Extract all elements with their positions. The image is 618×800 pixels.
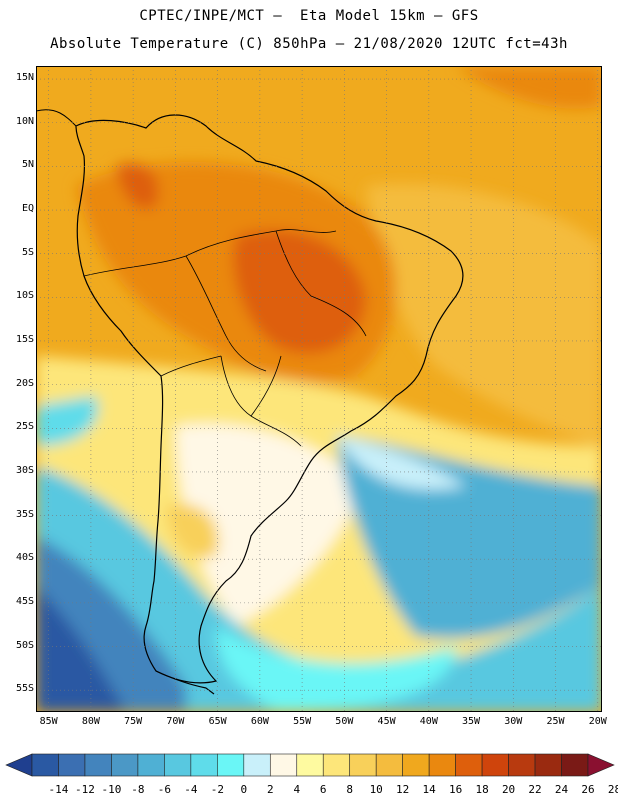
cool-atlantic-band [336,436,466,490]
colorbar-segment [58,753,86,777]
warm-pocket-patagonia [166,504,219,558]
longitude-label: 45W [377,716,396,727]
colorbar-segment [349,753,377,777]
colorbar-label: -2 [210,783,224,796]
tierra-del-fuego-outline [155,670,215,695]
longitude-label: 75W [124,716,143,727]
longitude-label: 35W [462,716,481,727]
central-america-outline [36,109,77,127]
south-america-coastline [75,114,464,684]
colorbar-segment [217,753,245,777]
colorbar-label: -14 [48,783,69,796]
longitude-label: 65W [208,716,227,727]
colorbar-segment [296,753,324,777]
cold-atlantic-region [336,436,602,639]
colorbar-label: 8 [346,783,354,796]
colorbar-label: 28 [607,783,618,796]
latitude-label: 5N [21,159,34,171]
latitude-label: 30S [15,464,34,476]
cool-southern-band [216,626,456,712]
latitude-label: 45S [15,595,34,607]
colorbar-label: 4 [293,783,301,796]
temperature-field [36,66,602,712]
colorbar-segment [111,753,139,777]
colorbar-segment [508,753,536,777]
colorbar-label: 26 [581,783,595,796]
cool-continental-region [176,424,366,626]
colorbar-label: 14 [422,783,436,796]
colorbar-segment [534,753,562,777]
colorbar-label: 20 [501,783,516,796]
latitude-label: 10S [15,290,34,302]
latitude-label: 25S [15,421,34,433]
colorbar-label: 22 [528,783,542,796]
longitude-label: 80W [81,716,100,727]
longitude-label: 30W [504,716,523,727]
longitude-label: 85W [39,716,58,727]
colorbar-segment [137,753,165,777]
colorbar-label: 18 [475,783,489,796]
longitude-label: 25W [546,716,565,727]
longitude-label: 40W [419,716,438,727]
coldest-pacific-region [36,586,126,712]
latitude-label: 10N [15,115,34,127]
colorbar-segment [481,753,509,777]
colorbar-segment [455,753,483,777]
longitude-label: 60W [250,716,269,727]
colorbar-label: 10 [369,783,383,796]
longitude-label: 55W [293,716,312,727]
colorbar-label: -10 [101,783,122,796]
longitude-label: 20W [588,716,607,727]
hot-core-region [233,229,366,354]
longitude-label: 50W [335,716,354,727]
colorbar-segment [31,753,59,777]
hot-spot-north [116,163,159,209]
latitude-label: 15S [15,333,34,345]
colorbar [5,753,615,777]
colorbar-segment [164,753,192,777]
title-line-2: Absolute Temperature (C) 850hPa – 21/08/… [50,36,568,52]
colorbar-label: -8 [131,783,145,796]
colorbar-segment [243,753,271,777]
latitude-label: 50S [15,639,34,651]
country-borders [83,229,367,447]
colorbar-label: 6 [319,783,327,796]
colorbar-label: 16 [448,783,463,796]
latitude-label: 20S [15,377,34,389]
title-line-1: CPTEC/INPE/MCT – Eta Model 15km – GFS [139,8,479,24]
longitude-label: 70W [166,716,185,727]
cold-pacific-spot [36,396,98,446]
colorbar-segment [561,753,589,777]
colorbar-segment [428,753,456,777]
colorbar-segment [322,753,351,777]
temperature-map [36,66,602,712]
latitude-label: 55S [15,683,34,695]
colorbar-label: 2 [266,783,274,796]
colorbar-label: -12 [75,783,95,796]
colorbar-segment [84,753,112,777]
latitude-label: 35S [15,508,34,520]
colorbar-segment [190,753,218,777]
map-frame [36,66,602,712]
colorbar-segment [375,753,403,777]
colorbar-label: -6 [157,783,171,796]
colorbar-segment [402,753,430,777]
cold-ocean-band [36,466,602,712]
colorbar-segment [269,753,298,777]
tropical-atlantic-band [366,184,602,446]
colorbar-label: 24 [554,783,569,796]
latitude-label: 15N [15,72,34,84]
colorbar-label: -4 [184,783,198,796]
colorbar-label: 12 [396,783,410,796]
colorbar-high-arrow [587,753,615,777]
latitude-label: EQ [21,203,34,215]
latitude-label: 5S [21,246,34,258]
colorbar-low-arrow [5,753,33,777]
warm-northeast [456,66,602,109]
latitude-label: 40S [15,552,34,564]
colorbar-label: 0 [240,783,248,796]
